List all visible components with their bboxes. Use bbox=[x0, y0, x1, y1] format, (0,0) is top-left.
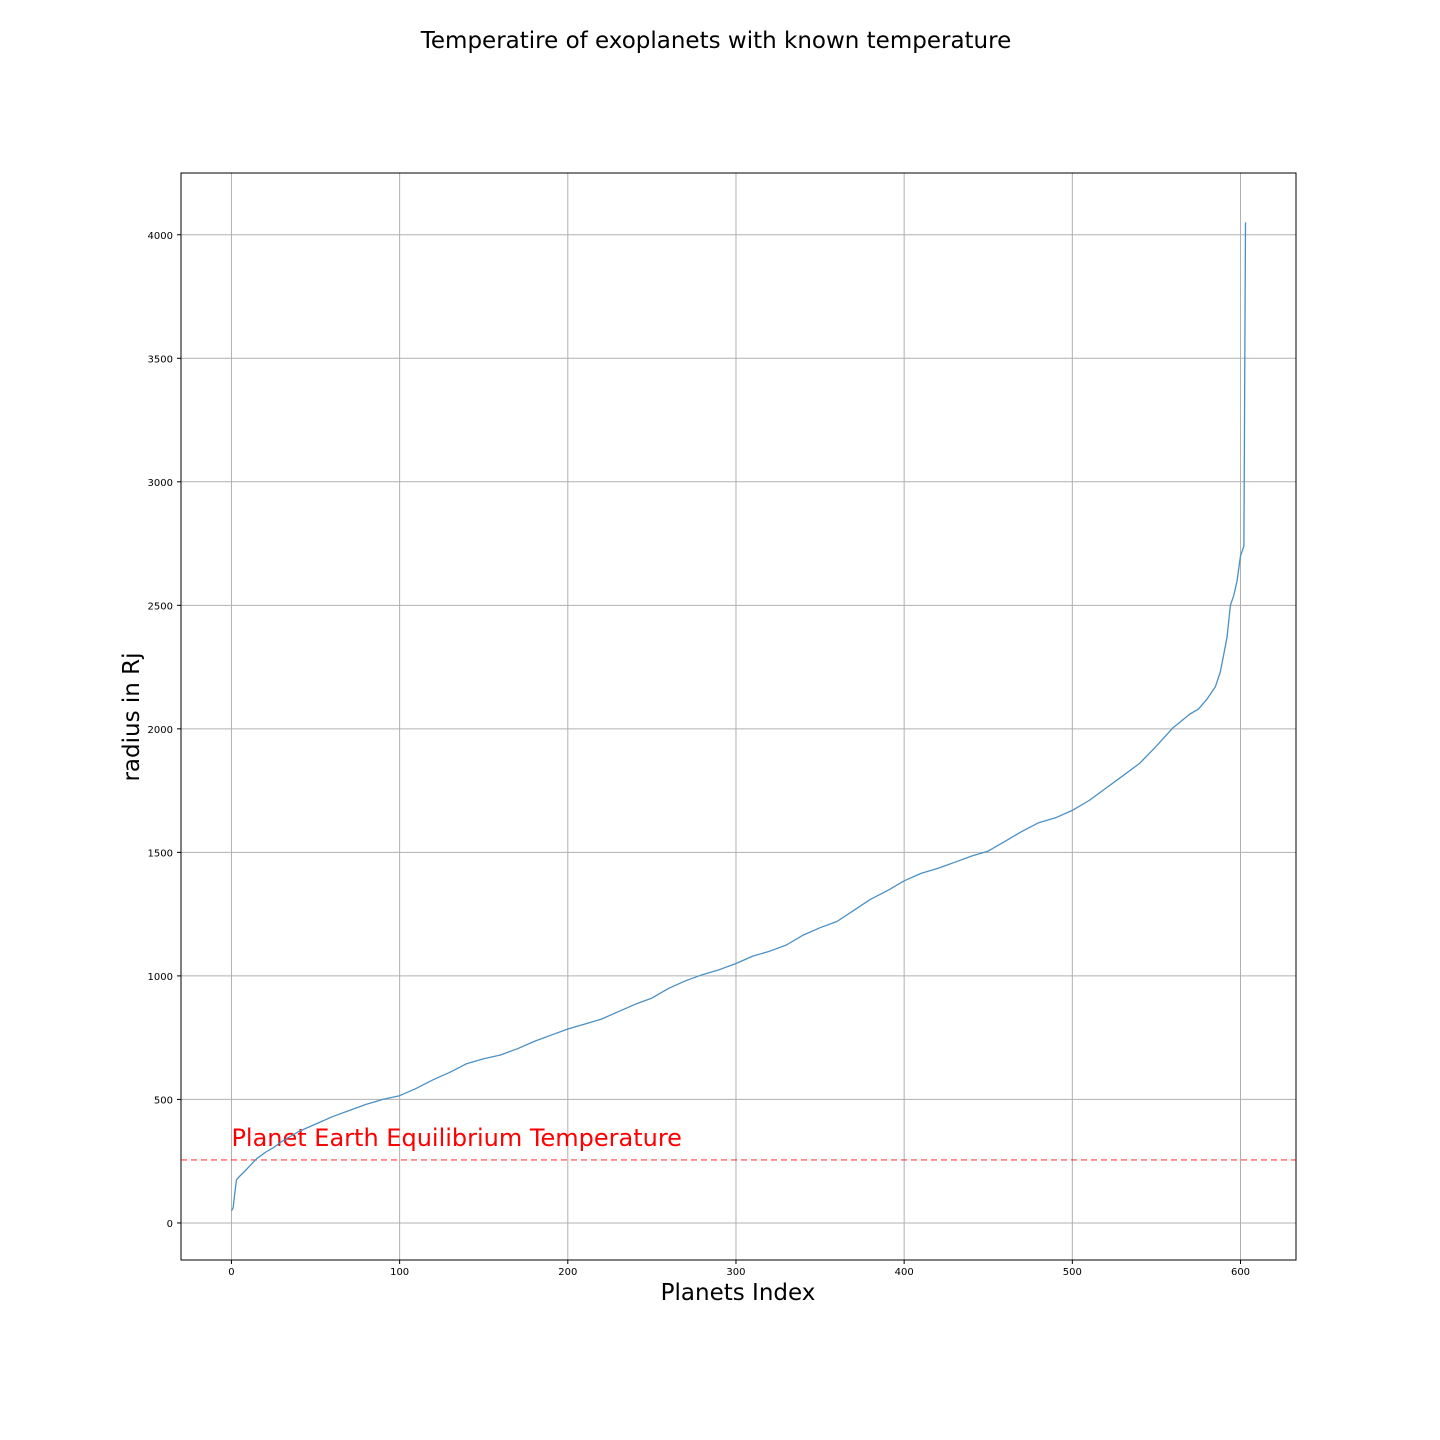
plot-frame bbox=[180, 172, 1297, 1261]
temperature-series-line bbox=[230, 222, 1247, 1211]
y-tick-label: 1000 bbox=[148, 972, 173, 983]
y-tick-label: 500 bbox=[154, 1095, 173, 1106]
x-tick-label: 500 bbox=[1063, 1267, 1082, 1278]
y-tick-label: 0 bbox=[167, 1219, 173, 1230]
y-axis-label: radius in Rj bbox=[119, 652, 145, 781]
chart-title: Temperatire of exoplanets with known tem… bbox=[420, 28, 1012, 54]
y-tick-label: 3000 bbox=[148, 478, 173, 489]
grid bbox=[181, 173, 1296, 1260]
x-axis-label: Planets Index bbox=[661, 1280, 816, 1306]
reference-line-label: Planet Earth Equilibrium Temperature bbox=[231, 1124, 681, 1152]
y-tick-label: 2000 bbox=[148, 725, 173, 736]
axis-ticks: 0 100 200 300 400 500 600 0 500 1000 1500 2000 2500 3… bbox=[148, 231, 1251, 1278]
y-tick-label: 4000 bbox=[148, 231, 173, 242]
x-tick-label: 300 bbox=[726, 1267, 745, 1278]
y-tick-label: 1500 bbox=[148, 848, 173, 859]
y-tick-label: 2500 bbox=[148, 601, 173, 612]
reference-line-group: Planet Earth Equilibrium Temperature bbox=[181, 1124, 1296, 1161]
x-tick-label: 100 bbox=[390, 1267, 409, 1278]
x-tick-label: 0 bbox=[228, 1267, 234, 1278]
x-tick-label: 600 bbox=[1231, 1267, 1250, 1278]
x-tick-label: 400 bbox=[895, 1267, 914, 1278]
y-tick-label: 3500 bbox=[148, 354, 173, 365]
x-tick-label: 200 bbox=[558, 1267, 577, 1278]
series-group bbox=[230, 222, 1247, 1211]
